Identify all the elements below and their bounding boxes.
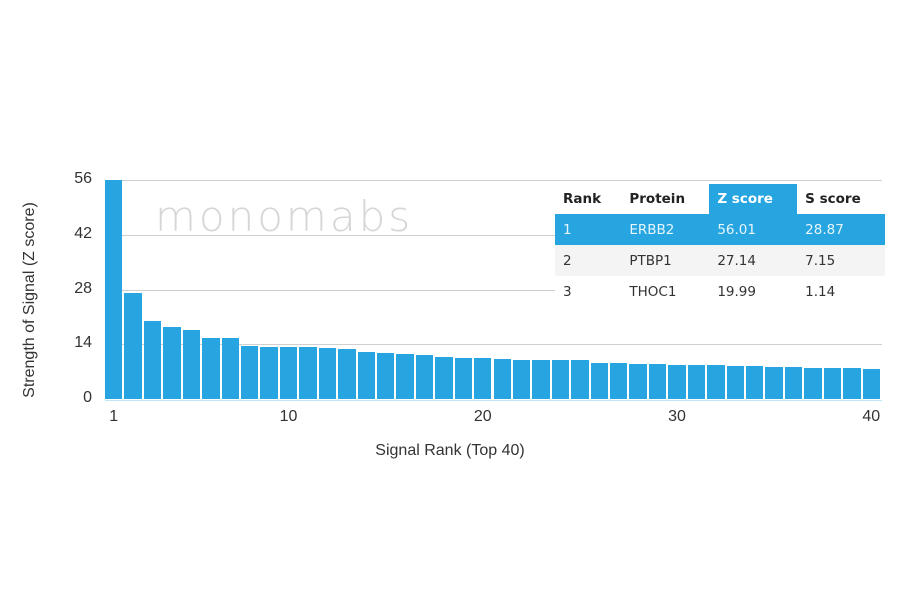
bar — [435, 356, 453, 399]
bar — [376, 353, 395, 399]
x-tick-label: 40 — [862, 408, 881, 425]
y-tick-label: 14 — [74, 334, 92, 352]
bar — [784, 366, 803, 399]
bar — [746, 366, 764, 399]
bar — [396, 353, 414, 399]
bar — [260, 346, 278, 399]
y-tick-label: 56 — [74, 170, 92, 187]
bar — [804, 367, 822, 399]
sscore-cell: 7.15 — [797, 245, 885, 276]
bar — [338, 348, 356, 399]
gridline — [105, 290, 882, 291]
bar — [823, 368, 842, 399]
bar — [124, 292, 142, 399]
bar — [279, 346, 298, 399]
col-protein-header: Protein — [629, 191, 686, 207]
protein-cell: THOC1 — [629, 283, 677, 300]
protein-cell: ERBB2 — [621, 214, 710, 245]
y-axis-label: Strength of Signal (Z score) — [21, 202, 38, 398]
zscore-cell: 56.01 — [709, 214, 798, 245]
x-tick-label: 10 — [279, 408, 298, 425]
bar — [105, 179, 123, 399]
table-row: 3 THOC1 19.99 1.14 — [555, 276, 885, 307]
bar — [687, 365, 706, 399]
bar — [182, 330, 201, 399]
x-axis-baseline — [105, 400, 882, 401]
bar — [143, 320, 162, 399]
table-header-row: Rank Protein Z score S score — [555, 184, 885, 214]
bar — [862, 368, 880, 399]
bar — [726, 365, 745, 399]
bar — [765, 366, 783, 399]
bar — [299, 347, 317, 399]
rank-cell: 3 — [563, 283, 572, 300]
bar — [707, 365, 725, 399]
bar — [163, 326, 181, 399]
x-tick-label: 1 — [109, 408, 119, 425]
bar — [474, 357, 492, 399]
table-row: 1 ERBB2 56.01 28.87 — [555, 214, 885, 245]
bar — [512, 359, 531, 399]
bar — [668, 364, 686, 399]
bar — [202, 337, 220, 399]
bar — [629, 363, 647, 399]
y-tick-label: 0 — [83, 389, 92, 406]
rank-cell: 2 — [555, 245, 622, 276]
gridline — [105, 235, 882, 236]
y-tick-label: 28 — [74, 279, 92, 297]
bar — [454, 357, 473, 399]
bar — [318, 347, 337, 399]
rank-cell: 1 — [555, 214, 622, 245]
bar — [240, 346, 259, 399]
bar — [415, 355, 434, 399]
table-row: 2 PTBP1 27.14 7.15 — [555, 245, 885, 276]
zscore-cell: 19.99 — [717, 283, 756, 300]
col-rank-header: Rank — [563, 191, 602, 207]
gridline — [105, 344, 882, 345]
bar — [648, 364, 667, 399]
bar — [493, 359, 511, 399]
monomabs-watermark: monomabs — [155, 192, 414, 241]
bar — [571, 360, 589, 399]
top-proteins-table: Rank Protein Z score S score 1 ERBB2 56.… — [555, 184, 885, 307]
zscore-cell: 27.14 — [709, 245, 798, 276]
bar — [551, 359, 570, 399]
x-axis-label: Signal Rank (Top 40) — [375, 442, 525, 459]
x-tick-label: 30 — [668, 408, 686, 425]
x-tick-label: 20 — [473, 408, 492, 425]
sscore-cell: 28.87 — [797, 214, 885, 245]
gridline — [105, 180, 882, 181]
bar — [590, 362, 609, 399]
y-tick-label: 42 — [74, 224, 92, 242]
bar — [610, 363, 628, 399]
protein-cell: PTBP1 — [621, 245, 710, 276]
bar — [843, 368, 861, 399]
bar — [221, 337, 239, 399]
sscore-cell: 1.14 — [805, 283, 836, 300]
bar — [357, 352, 375, 399]
col-sscore-header: S score — [805, 191, 861, 207]
col-zscore-header: Z score — [709, 184, 798, 214]
bar — [532, 359, 550, 399]
